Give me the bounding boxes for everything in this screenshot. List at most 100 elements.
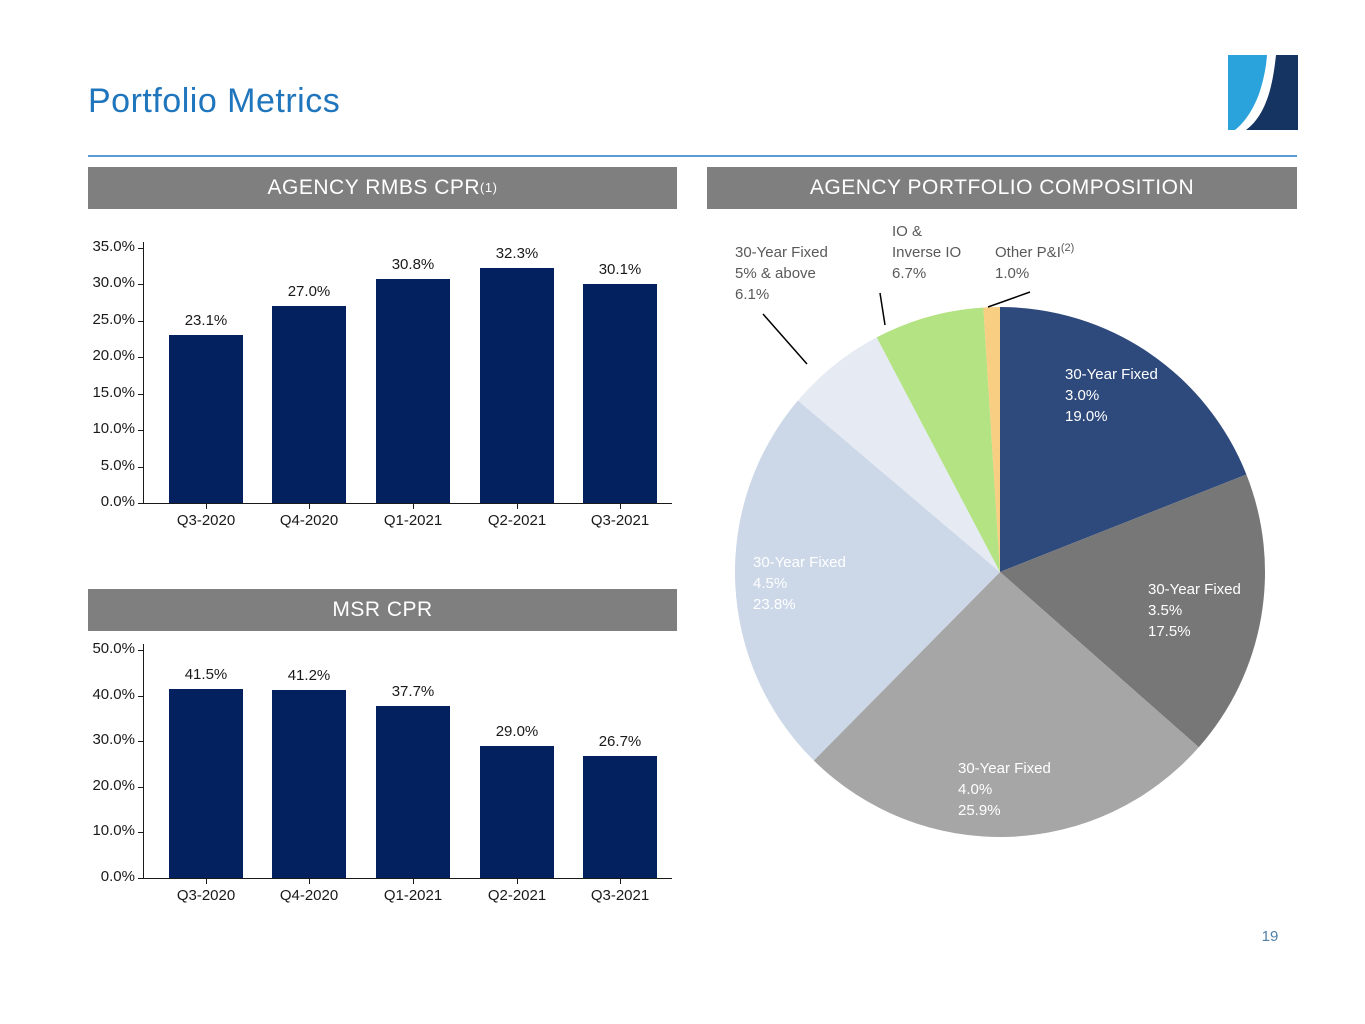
- pie-label-30yr-4-0-line2: 4.0%: [958, 781, 993, 798]
- pie-label-30yr-3-5-value: 17.5%: [1148, 623, 1191, 640]
- bar-Q3-2020: [169, 335, 243, 503]
- pie-slice-other-p-i-2-: [983, 307, 1000, 572]
- pie-label-30yr-4-0: 30-Year Fixed 4.0% 25.9%: [958, 758, 1051, 821]
- bar-Q4-2020: [272, 306, 346, 503]
- bar-value-label: 30.1%: [598, 261, 642, 278]
- x-category-label: Q3-2021: [590, 887, 650, 904]
- x-tick-mark: [620, 879, 621, 884]
- pie-label-30yr-5-above-line2: 5% & above: [735, 265, 816, 282]
- x-category-label: Q4-2020: [279, 887, 339, 904]
- x-tick-mark: [517, 504, 518, 509]
- bar-Q1-2021: [376, 279, 450, 503]
- y-tick-mark: [138, 430, 143, 432]
- pie-label-30yr-4-0-value: 25.9%: [958, 802, 1001, 819]
- y-tick-label: 20.0%: [92, 776, 135, 794]
- y-tick-mark: [138, 786, 143, 788]
- pie-label-30yr-3-0-value: 19.0%: [1065, 408, 1108, 425]
- pie-slice-30-year-fixed-5-above: [797, 337, 1000, 572]
- y-tick-label: 35.0%: [92, 238, 135, 255]
- header-agency-rmbs-cpr-text: AGENCY RMBS CPR: [267, 176, 481, 199]
- x-tick-mark: [517, 879, 518, 884]
- x-category-label: Q1-2021: [383, 887, 443, 904]
- agency-rmbs-bar-chart: 0.0% 5.0% 10.0% 15.0% 20.0% 25.0% 30.0% 35.0% 23…: [88, 232, 690, 542]
- y-tick-mark: [138, 466, 143, 468]
- x-category-label: Q3-2020: [176, 512, 236, 529]
- y-tick-label: 0.0%: [100, 493, 135, 510]
- y-tick-mark: [138, 695, 143, 697]
- x-tick-mark: [309, 879, 310, 884]
- x-category-label: Q3-2021: [590, 512, 650, 529]
- y-tick-mark: [138, 878, 143, 879]
- page-number: 19: [1261, 928, 1279, 945]
- bar-Q3-2021: [583, 756, 657, 878]
- pie-label-30yr-3-0-line2: 3.0%: [1065, 387, 1100, 404]
- pie-label-30yr-3-5-line1: 30-Year Fixed: [1148, 581, 1241, 598]
- pie-slice-30-year-fixed-3-5-: [1000, 474, 1265, 748]
- header-msr-cpr: MSR CPR: [88, 589, 677, 631]
- y-tick-mark: [138, 357, 143, 359]
- y-tick-label: 25.0%: [92, 310, 135, 328]
- company-logo: [1228, 55, 1298, 130]
- x-category-label: Q3-2020: [176, 887, 236, 904]
- y-tick-label: 15.0%: [92, 383, 135, 401]
- bar-value-label: 41.2%: [287, 667, 331, 684]
- y-tick-label: 50.0%: [92, 640, 135, 657]
- y-tick-mark: [138, 832, 143, 834]
- y-tick-label: 0.0%: [100, 868, 135, 885]
- page-title: Portfolio Metrics: [88, 82, 341, 120]
- pie-slice-30-year-fixed-3-0-: [1000, 307, 1247, 572]
- x-category-label: Q2-2021: [487, 887, 547, 904]
- pie-label-30yr-4-5-value: 23.8%: [753, 596, 796, 613]
- header-portfolio-composition: AGENCY PORTFOLIO COMPOSITION: [707, 167, 1297, 209]
- bar-Q1-2021: [376, 706, 450, 878]
- y-axis-line: [143, 242, 144, 503]
- x-tick-mark: [309, 504, 310, 509]
- pie-label-other-pi-text: Other P&I: [995, 244, 1061, 261]
- x-axis-line: [143, 503, 672, 504]
- header-portfolio-composition-text: AGENCY PORTFOLIO COMPOSITION: [809, 176, 1195, 199]
- y-tick-mark: [138, 650, 143, 651]
- pie-label-30yr-3-0: 30-Year Fixed 3.0% 19.0%: [1065, 364, 1158, 427]
- bar-value-label: 27.0%: [287, 283, 331, 300]
- y-axis-line: [143, 644, 144, 878]
- y-tick-mark: [138, 741, 143, 743]
- leader-line-other: [987, 291, 1031, 308]
- pie-slices: [734, 307, 1265, 838]
- x-category-label: Q2-2021: [487, 512, 547, 529]
- pie-label-30yr-5-above: 30-Year Fixed 5% & above 6.1%: [735, 242, 828, 305]
- header-msr-cpr-text: MSR CPR: [332, 598, 433, 621]
- pie-label-30yr-3-0-line1: 30-Year Fixed: [1065, 366, 1158, 383]
- x-tick-mark: [620, 504, 621, 509]
- y-tick-label: 30.0%: [92, 731, 135, 749]
- y-tick-mark: [138, 248, 143, 249]
- pie-label-io-value: 6.7%: [892, 265, 927, 282]
- bar-value-label: 41.5%: [184, 666, 228, 683]
- x-tick-mark: [413, 504, 414, 509]
- x-tick-mark: [206, 879, 207, 884]
- pie-label-30yr-5-above-line1: 30-Year Fixed: [735, 244, 828, 261]
- x-tick-mark: [206, 504, 207, 509]
- bar-value-label: 37.7%: [391, 683, 435, 700]
- y-tick-label: 30.0%: [92, 274, 135, 292]
- pie-label-other-pi: Other P&I(2) 1.0%: [995, 242, 1074, 284]
- pie-label-other-pi-line1: Other P&I(2): [995, 242, 1074, 263]
- y-tick-label: 10.0%: [92, 822, 135, 840]
- bar-value-label: 30.8%: [391, 256, 435, 273]
- pie-label-30yr-5-above-value: 6.1%: [735, 286, 770, 303]
- logo-swoosh: [1235, 55, 1276, 130]
- pie-slice-io-inverse-io: [876, 307, 1000, 572]
- pie-label-other-pi-value: 1.0%: [995, 265, 1030, 282]
- footnote-marker-2: (2): [1060, 242, 1075, 254]
- bar-Q2-2021: [480, 268, 554, 503]
- x-category-label: Q1-2021: [383, 512, 443, 529]
- y-tick-label: 20.0%: [92, 347, 135, 365]
- y-tick-label: 5.0%: [100, 456, 135, 474]
- pie-label-io-line1: IO &: [892, 223, 923, 240]
- logo-dark-panel: [1245, 55, 1298, 130]
- agency-portfolio-pie-chart: 30-Year Fixed 5% & above 6.1% IO & Inver…: [707, 212, 1307, 892]
- pie-label-io-inverse-io: IO & Inverse IO 6.7%: [892, 221, 961, 284]
- y-tick-mark: [138, 320, 143, 322]
- bar-value-label: 26.7%: [598, 733, 642, 750]
- pie-label-30yr-3-5-line2: 3.5%: [1148, 602, 1183, 619]
